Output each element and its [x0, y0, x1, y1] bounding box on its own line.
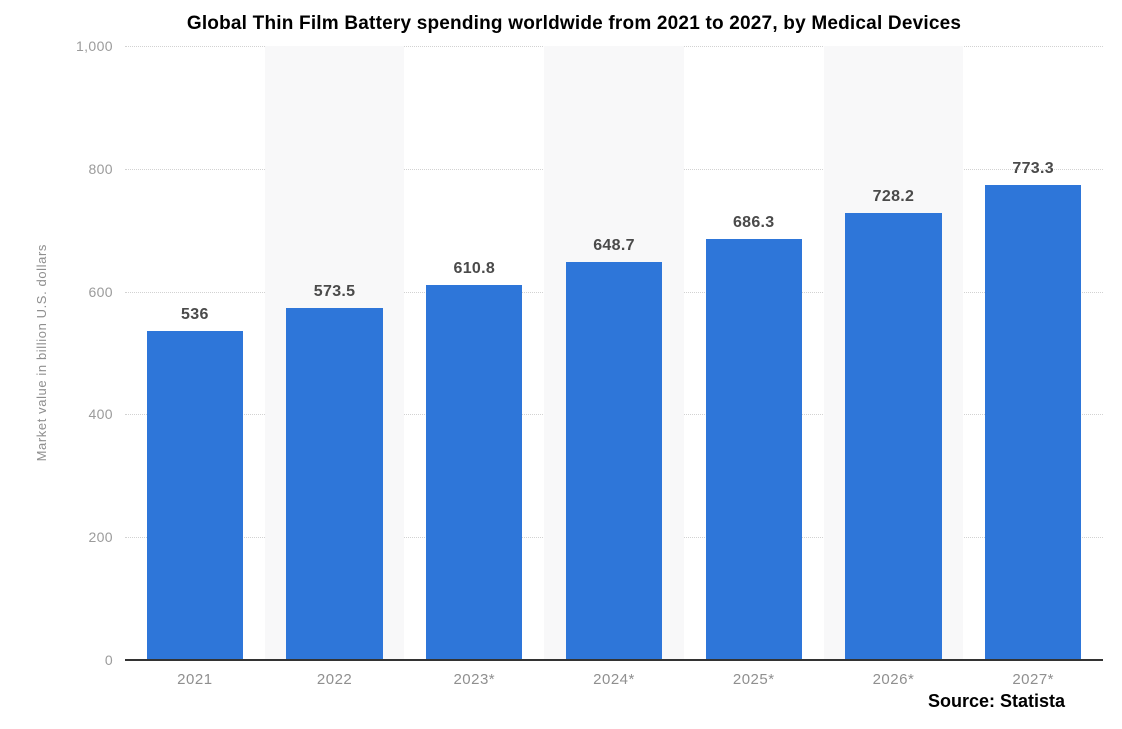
- x-tick-label: 2021: [177, 671, 213, 688]
- y-tick-label: 1,000: [75, 38, 113, 54]
- bar-value-label: 728.2: [872, 187, 915, 205]
- bar: [146, 330, 244, 660]
- x-tick-label: 2027*: [1012, 671, 1055, 688]
- x-tick-label: 2026*: [872, 671, 915, 688]
- bar-column: 610.8: [404, 46, 544, 660]
- bar: [845, 212, 942, 660]
- bar-column: 536: [125, 46, 265, 660]
- y-tick-label: 800: [88, 160, 113, 177]
- bar-value-label: 573.5: [313, 282, 356, 300]
- x-tick-label: 2022: [316, 671, 353, 688]
- bar-value-label: 686.3: [732, 213, 775, 231]
- bar: [705, 238, 802, 660]
- bar-value-label: 610.8: [453, 259, 496, 277]
- x-axis-line: [125, 659, 1103, 661]
- bar: [286, 307, 383, 660]
- bar: [984, 185, 1082, 660]
- bar-columns: 536 573.5 610.8 648.7 686.3 728.2: [125, 46, 1103, 660]
- y-axis-ticks: 1,000 800 600 400 200 0: [0, 38, 113, 668]
- y-tick-label: 0: [104, 652, 113, 668]
- bar-column: 648.7: [544, 46, 684, 660]
- x-tick-label: 2024*: [593, 671, 635, 688]
- plot-area: 536 573.5 610.8 648.7 686.3 728.2: [125, 46, 1103, 660]
- x-tick-label: 2025*: [732, 671, 775, 688]
- bar-value-label: 773.3: [1012, 160, 1054, 178]
- source-label: Source: Statista: [927, 691, 1065, 711]
- bar-value-label: 648.7: [593, 236, 635, 254]
- y-tick-label: 400: [88, 406, 113, 423]
- chart-title: Global Thin Film Battery spending worldw…: [186, 13, 962, 34]
- bar: [426, 284, 523, 660]
- bar-column: 773.3: [963, 46, 1103, 660]
- y-tick-label: 200: [88, 529, 113, 546]
- bar-column: 728.2: [823, 46, 964, 660]
- x-tick-label: 2023*: [453, 671, 496, 688]
- x-axis-labels: 2021 2022 2023* 2024* 2025* 2026* 2027*: [125, 671, 1103, 688]
- bar: [565, 261, 663, 660]
- bar-column: 686.3: [684, 46, 824, 660]
- bar-column: 573.5: [264, 46, 405, 660]
- bar-value-label: 536: [181, 305, 209, 323]
- y-tick-label: 600: [88, 283, 113, 300]
